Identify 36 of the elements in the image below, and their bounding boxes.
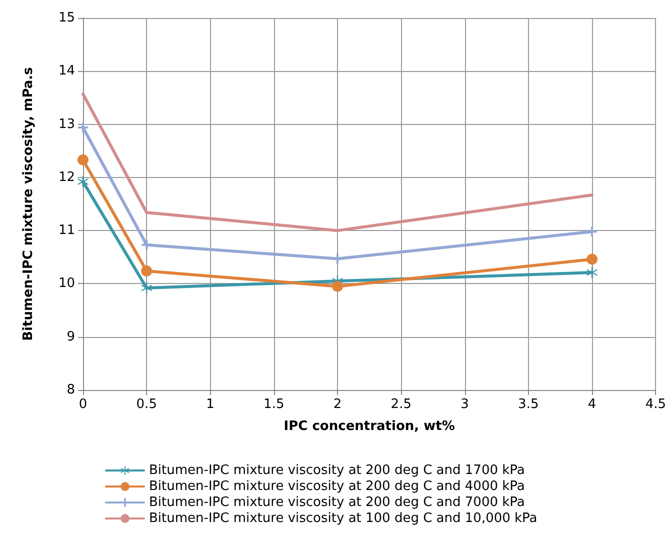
x-tick-label: 4.5 — [645, 397, 666, 412]
legend-label: Bitumen-IPC mixture viscosity at 200 deg C and 7000 kPa — [149, 495, 525, 510]
y-axis-title: Bitumen-IPC mixture viscosity, mPa.s — [21, 66, 36, 341]
x-tick-label: 2.5 — [390, 397, 412, 412]
x-tick-label: 3 — [460, 397, 469, 412]
point — [78, 176, 88, 188]
x-axis-title: IPC concentration, wt% — [284, 419, 455, 434]
point — [332, 254, 343, 264]
y-tick-label: 15 — [58, 10, 75, 26]
point — [141, 282, 152, 294]
x-tick-label: 4 — [588, 397, 596, 412]
y-tick-label: 8 — [66, 382, 75, 398]
y-tick-label: 10 — [58, 276, 75, 292]
point — [586, 254, 598, 265]
point — [332, 280, 344, 292]
point — [78, 122, 88, 132]
y-tick-label: 13 — [58, 116, 75, 132]
y-tick-label: 11 — [58, 223, 75, 238]
x-tick-label: 0 — [78, 397, 88, 412]
point — [142, 240, 152, 250]
point — [141, 265, 152, 276]
x-tick-label: 1 — [206, 397, 214, 412]
legend-label: Bitumen-IPC mixture viscosity at 100 deg C and 10,000 kPa — [149, 511, 538, 526]
x-tick-label: 3.5 — [518, 397, 539, 412]
line-series — [82, 92, 594, 232]
y-tick-label: 9 — [66, 329, 75, 344]
legend-label: Bitumen-IPC mixture viscosity at 200 deg C and 4000 kPa — [149, 479, 525, 494]
y-tick-label: 12 — [58, 170, 75, 185]
point — [587, 226, 598, 237]
point — [586, 267, 598, 278]
x-tick-label: 0.5 — [136, 397, 157, 412]
y-tick-label: 14 — [58, 64, 75, 79]
x-tick-label: 2 — [333, 397, 342, 412]
point — [78, 154, 88, 166]
legend-label: Bitumen-IPC mixture viscosity at 200 deg C and 1700 kPa — [149, 463, 525, 478]
x-tick-label: 1.5 — [264, 397, 284, 412]
